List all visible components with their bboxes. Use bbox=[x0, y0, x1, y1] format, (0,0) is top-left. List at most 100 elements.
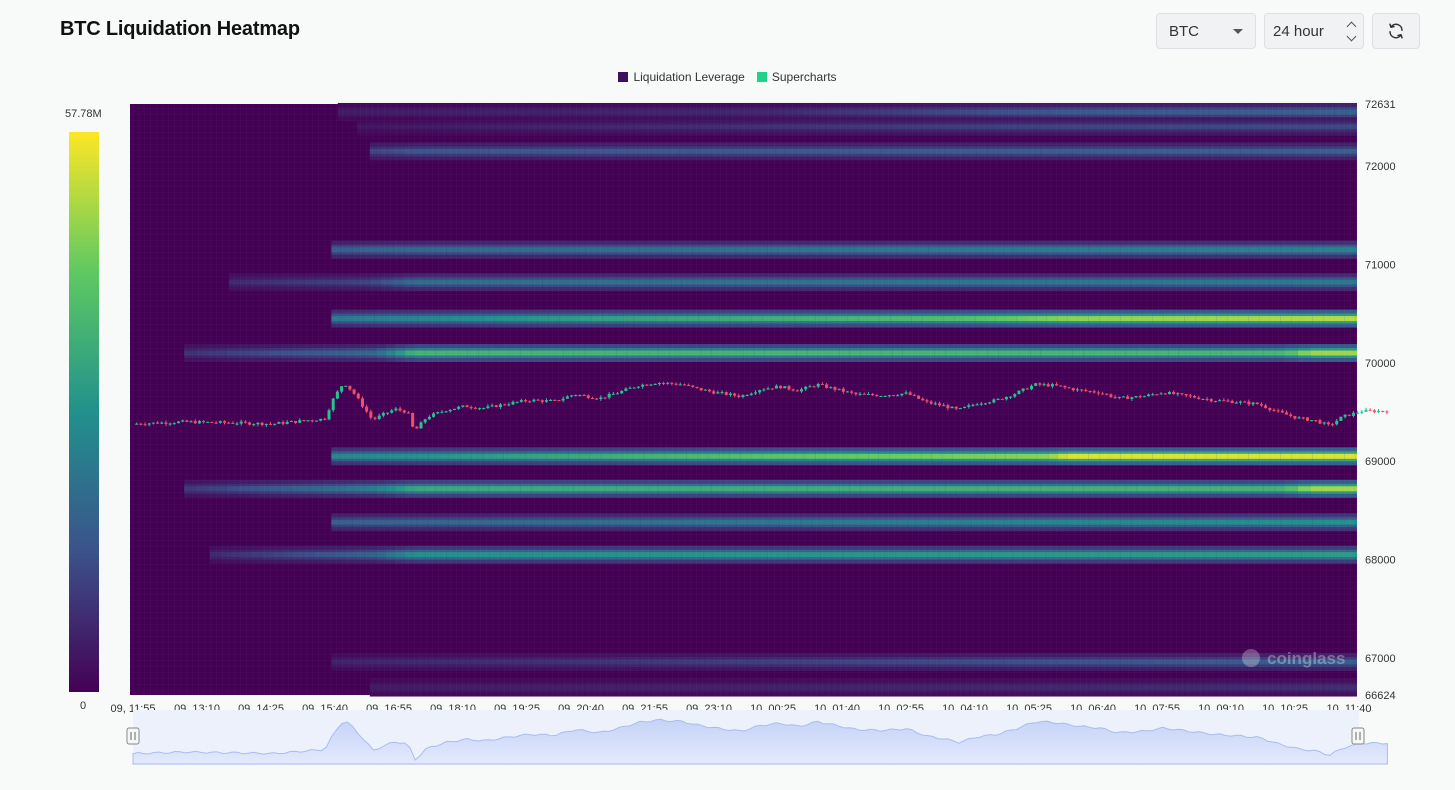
price-candle bbox=[850, 390, 854, 395]
price-candle bbox=[360, 396, 364, 409]
legend-item-liquidation-leverage[interactable]: Liquidation Leverage bbox=[618, 70, 745, 84]
price-candle bbox=[440, 409, 444, 414]
price-candle bbox=[1272, 408, 1276, 412]
price-candle bbox=[1297, 416, 1301, 419]
price-candle bbox=[1322, 421, 1326, 426]
price-candle bbox=[1226, 398, 1230, 403]
price-candle bbox=[883, 395, 887, 398]
price-candle bbox=[235, 421, 239, 426]
navigator-left-handle[interactable] bbox=[126, 727, 140, 745]
price-candle bbox=[632, 387, 636, 389]
price-candle bbox=[829, 386, 833, 389]
price-candle bbox=[340, 386, 344, 394]
price-candle bbox=[285, 420, 289, 425]
navigator-right-handle[interactable] bbox=[1351, 727, 1365, 745]
price-candle bbox=[335, 390, 339, 400]
price-candle bbox=[1063, 385, 1067, 390]
price-candle bbox=[1351, 411, 1355, 418]
price-candle bbox=[933, 401, 937, 406]
price-candle bbox=[202, 420, 206, 424]
price-candle bbox=[557, 399, 561, 402]
price-candle bbox=[733, 392, 737, 398]
price-candle bbox=[478, 407, 482, 411]
price-candle bbox=[866, 391, 870, 395]
price-candle bbox=[281, 420, 285, 426]
price-candle bbox=[461, 405, 465, 408]
y-tick-label: 72000 bbox=[1365, 161, 1396, 173]
price-candle bbox=[273, 423, 277, 426]
price-candle bbox=[181, 419, 185, 423]
colorbar-max-label: 57.78M bbox=[65, 108, 102, 120]
price-candle bbox=[582, 393, 586, 397]
price-candle bbox=[1310, 420, 1314, 422]
price-candle bbox=[331, 397, 335, 413]
price-candle bbox=[1234, 401, 1238, 404]
time-range-select[interactable]: 24 hour bbox=[1264, 13, 1364, 49]
price-candle bbox=[356, 392, 360, 400]
price-candle bbox=[494, 404, 498, 408]
price-candle bbox=[1159, 392, 1163, 395]
price-candle bbox=[1184, 393, 1188, 398]
watermark-text: coinglass bbox=[1267, 649, 1345, 668]
legend-item-supercharts[interactable]: Supercharts bbox=[756, 70, 837, 84]
coin-select[interactable]: BTC bbox=[1156, 13, 1256, 49]
price-candle bbox=[758, 389, 762, 395]
price-candle bbox=[1188, 393, 1192, 399]
price-candle bbox=[561, 396, 565, 403]
price-candle bbox=[302, 420, 306, 422]
price-candle bbox=[825, 382, 829, 389]
price-candle bbox=[645, 383, 649, 386]
price-candle bbox=[1050, 382, 1054, 389]
price-candle bbox=[833, 386, 837, 392]
price-candle bbox=[448, 409, 452, 413]
price-candle bbox=[1067, 386, 1071, 389]
price-candle bbox=[176, 420, 180, 424]
price-candle bbox=[1335, 418, 1339, 426]
price-candle bbox=[795, 389, 799, 392]
price-candle bbox=[749, 392, 753, 396]
price-candle bbox=[1360, 410, 1364, 415]
price-candle bbox=[996, 398, 1000, 401]
price-candle bbox=[1105, 393, 1109, 396]
price-candle bbox=[586, 394, 590, 399]
price-candle bbox=[875, 394, 879, 397]
coin-select-value: BTC bbox=[1169, 22, 1199, 40]
y-tick-label: 72631 bbox=[1365, 99, 1396, 111]
y-tick-label: 68000 bbox=[1365, 555, 1396, 567]
price-candle bbox=[507, 402, 511, 407]
heatmap-grid bbox=[130, 104, 1357, 695]
price-candle bbox=[570, 395, 574, 398]
price-candle bbox=[674, 382, 678, 386]
price-candle bbox=[197, 420, 201, 424]
price-candle bbox=[858, 391, 862, 396]
price-candle bbox=[708, 388, 712, 393]
price-candle bbox=[967, 403, 971, 409]
price-candle bbox=[386, 412, 390, 416]
price-candle bbox=[503, 403, 507, 406]
price-candle bbox=[1289, 412, 1293, 418]
colorbar-min-label: 0 bbox=[80, 700, 87, 712]
price-candle bbox=[432, 412, 436, 418]
price-candle bbox=[766, 386, 770, 390]
price-candle bbox=[954, 406, 958, 411]
price-candle bbox=[1092, 389, 1096, 394]
price-candle bbox=[971, 403, 975, 407]
price-candle bbox=[762, 387, 766, 392]
price-candle bbox=[636, 386, 640, 389]
price-candle bbox=[779, 385, 783, 389]
price-candle bbox=[1318, 418, 1322, 425]
price-candle bbox=[988, 401, 992, 405]
refresh-button[interactable] bbox=[1372, 13, 1420, 49]
price-candle bbox=[398, 406, 402, 413]
price-candle bbox=[164, 420, 168, 426]
price-candle bbox=[1343, 414, 1347, 419]
price-candle bbox=[929, 400, 933, 405]
price-candle bbox=[373, 416, 377, 421]
chevron-down-icon bbox=[1233, 28, 1243, 34]
price-candle bbox=[352, 388, 356, 395]
price-candle bbox=[912, 393, 916, 397]
price-candle bbox=[942, 403, 946, 407]
price-candle bbox=[323, 417, 327, 421]
price-candle bbox=[841, 386, 845, 394]
price-candle bbox=[1280, 409, 1284, 413]
